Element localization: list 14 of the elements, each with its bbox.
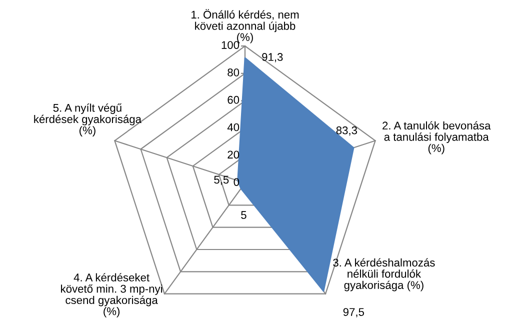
spoke-label: 4. A kérdéseket követő min. 3 mp-nyi csend gyakorisága (%) — [61, 273, 162, 318]
data-label: 83,3 — [336, 126, 358, 136]
y-tick-label: 80 — [228, 68, 240, 76]
data-label: 5,5 — [214, 176, 229, 185]
y-tick-label: 40 — [227, 123, 240, 132]
spoke-label: 2. A tanulók bevonása a tanulási folyamatba (%) — [382, 121, 491, 154]
data-label: 5 — [241, 211, 246, 219]
y-tick-label: 20 — [228, 150, 240, 159]
data-label: 91,3 — [262, 53, 283, 62]
y-tick-label: 60 — [228, 96, 240, 104]
y-tick-label: 100 — [222, 41, 240, 49]
spoke-label: 3. A kérdéshalmozás nélküli fordulók gyakorisága (%) — [333, 258, 435, 292]
spoke-label: 5. A nyílt végű kérdések gyakorisága (%) — [34, 104, 142, 136]
data-label: 97,5 — [343, 308, 364, 318]
